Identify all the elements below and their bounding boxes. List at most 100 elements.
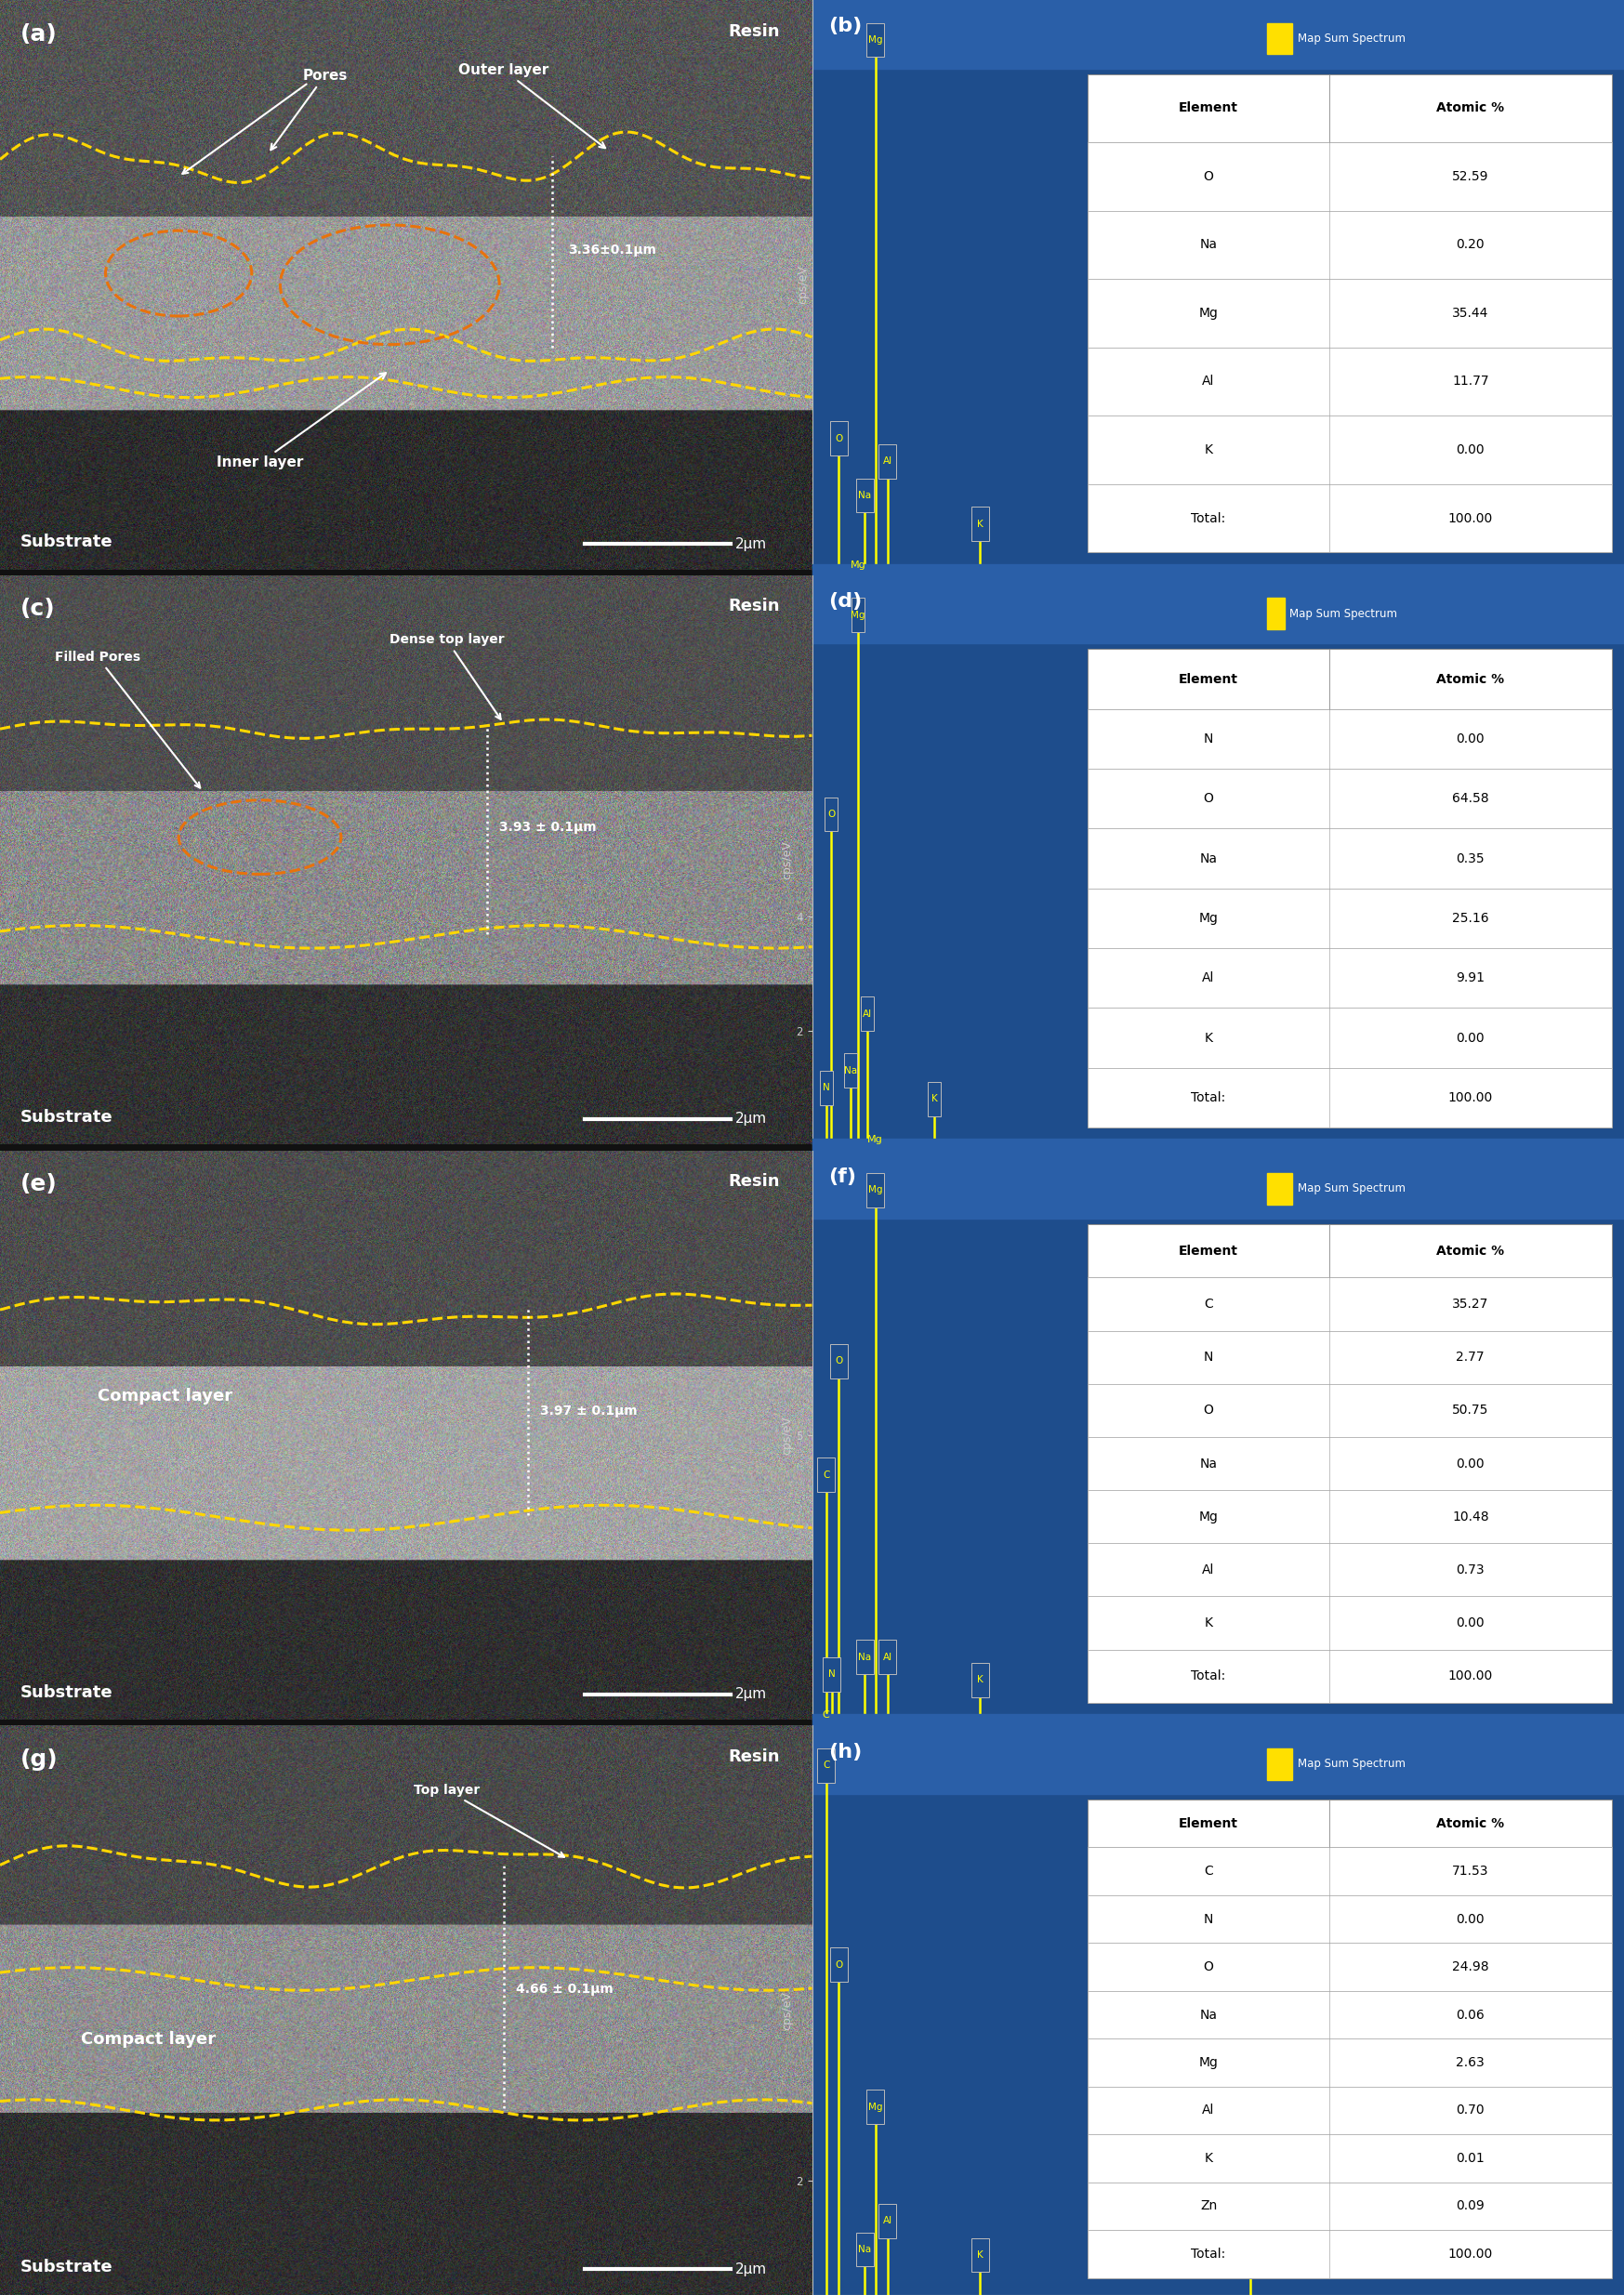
Text: Filled Pores: Filled Pores (55, 649, 200, 787)
Y-axis label: cps/eV: cps/eV (797, 266, 809, 305)
Text: Total:: Total: (1192, 512, 1226, 526)
Text: N: N (1203, 732, 1213, 746)
Text: Mg: Mg (1199, 308, 1218, 319)
Text: (g): (g) (19, 1749, 58, 1772)
Text: Compact layer: Compact layer (81, 2031, 216, 2047)
Text: Al: Al (1202, 971, 1215, 985)
Bar (1088, 948, 1611, 1008)
Text: O: O (1203, 1405, 1213, 1416)
Bar (823, 1657, 841, 1691)
Bar (1088, 1847, 1611, 1896)
Text: N: N (1203, 1352, 1213, 1363)
Text: Map Sum Spectrum: Map Sum Spectrum (1298, 1758, 1405, 1769)
Bar (879, 1641, 896, 1675)
Bar (1088, 2038, 1611, 2086)
Bar (856, 477, 874, 512)
Text: Map Sum Spectrum: Map Sum Spectrum (1298, 1182, 1405, 1196)
Bar (1088, 1489, 1611, 1542)
Text: K: K (978, 1675, 983, 1685)
Text: K: K (1205, 1030, 1213, 1044)
Bar (861, 996, 874, 1030)
Bar (1088, 280, 1611, 347)
Text: O: O (1203, 792, 1213, 806)
Text: C: C (1203, 1866, 1213, 1877)
Text: Na: Na (857, 1652, 872, 1662)
Text: Compact layer: Compact layer (97, 1388, 232, 1405)
Text: Total:: Total: (1192, 1090, 1226, 1104)
Text: 100.00: 100.00 (1449, 2247, 1492, 2261)
Text: Map Sum Spectrum: Map Sum Spectrum (1289, 608, 1397, 620)
X-axis label: keV: keV (1207, 592, 1229, 606)
Bar (1267, 599, 1285, 629)
Bar (1088, 828, 1611, 888)
Text: Mg: Mg (869, 1187, 882, 1196)
Bar (1088, 1067, 1611, 1127)
Text: Al: Al (883, 457, 892, 466)
Bar (971, 2238, 989, 2272)
Bar (971, 1664, 989, 1696)
Bar (879, 2203, 896, 2238)
Text: Outer layer: Outer layer (458, 62, 606, 147)
Text: Atomic %: Atomic % (1436, 1818, 1504, 1829)
Text: K: K (978, 519, 983, 528)
Bar (1088, 1278, 1611, 1331)
Text: (a): (a) (19, 23, 57, 46)
Text: Na: Na (1200, 851, 1218, 865)
Text: 24.98: 24.98 (1452, 1960, 1489, 1974)
Text: N: N (828, 1671, 835, 1680)
Text: Mg: Mg (851, 560, 866, 569)
Bar (1088, 2086, 1611, 2134)
Bar (1267, 1749, 1291, 1779)
Bar (1088, 1437, 1611, 1489)
Text: K: K (1205, 443, 1213, 457)
Text: Element: Element (1179, 1818, 1237, 1829)
Text: 100.00: 100.00 (1449, 1671, 1492, 1682)
Bar (817, 1749, 835, 1783)
Text: Al: Al (883, 2217, 892, 2226)
Text: 35.27: 35.27 (1452, 1297, 1489, 1310)
Bar (1088, 142, 1611, 211)
Text: Substrate: Substrate (19, 1685, 114, 1701)
Bar (817, 1457, 835, 1492)
Text: 0.00: 0.00 (1457, 1030, 1484, 1044)
Text: 0.01: 0.01 (1457, 2153, 1484, 2164)
Bar (1088, 484, 1611, 553)
Text: Al: Al (1202, 374, 1215, 388)
Bar (1088, 769, 1611, 828)
Text: Substrate: Substrate (19, 535, 114, 551)
Text: 3.97 ± 0.1μm: 3.97 ± 0.1μm (539, 1405, 637, 1418)
Text: Al: Al (862, 1010, 872, 1019)
Text: Substrate: Substrate (19, 2258, 114, 2277)
Text: Atomic %: Atomic % (1436, 672, 1504, 686)
Bar (812, 1138, 1624, 1219)
Y-axis label: cps/eV: cps/eV (781, 840, 794, 879)
X-axis label: ke: ke (1212, 1168, 1224, 1180)
Text: O: O (835, 434, 843, 443)
Text: Na: Na (1200, 239, 1218, 252)
Text: 2μm: 2μm (736, 2263, 767, 2277)
Text: (e): (e) (19, 1173, 57, 1196)
Bar (867, 2091, 885, 2125)
X-axis label: keV: keV (1207, 1744, 1229, 1756)
Text: O: O (828, 810, 835, 819)
Text: 2.77: 2.77 (1457, 1352, 1484, 1363)
Text: Zn: Zn (1244, 2245, 1257, 2254)
Text: N: N (1203, 1912, 1213, 1926)
Bar (1088, 415, 1611, 484)
Bar (1267, 1173, 1291, 1205)
Text: O: O (835, 1960, 843, 1969)
Text: (b): (b) (828, 16, 862, 37)
Text: Map Sum Spectrum: Map Sum Spectrum (1298, 32, 1405, 44)
Bar (1088, 1008, 1611, 1067)
Text: 0.00: 0.00 (1457, 1616, 1484, 1629)
Text: (f): (f) (828, 1168, 856, 1187)
Text: 100.00: 100.00 (1449, 1090, 1492, 1104)
Bar (812, 1714, 1624, 1795)
Bar (1088, 649, 1611, 1127)
Text: Zn: Zn (1200, 2199, 1216, 2212)
Bar (1088, 1990, 1611, 2038)
Text: 4.66 ± 0.1μm: 4.66 ± 0.1μm (516, 1983, 612, 1997)
Bar (1088, 2231, 1611, 2279)
Text: Na: Na (1200, 2008, 1218, 2022)
Bar (856, 2233, 874, 2267)
